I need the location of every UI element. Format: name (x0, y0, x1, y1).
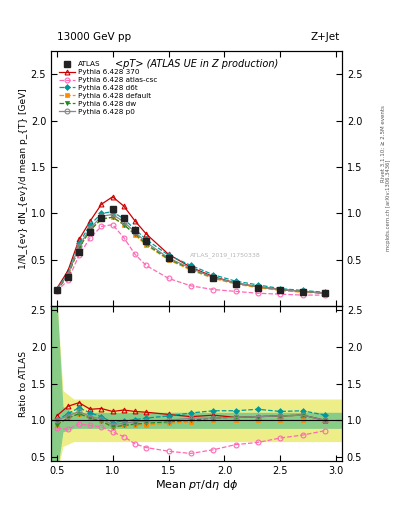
Text: Rivet 3.1.10; ≥ 2.5M events: Rivet 3.1.10; ≥ 2.5M events (381, 105, 386, 182)
Y-axis label: Ratio to ATLAS: Ratio to ATLAS (19, 351, 28, 417)
Legend: ATLAS, Pythia 6.428 370, Pythia 6.428 atlas-csc, Pythia 6.428 d6t, Pythia 6.428 : ATLAS, Pythia 6.428 370, Pythia 6.428 at… (58, 60, 159, 116)
X-axis label: Mean $p_\mathrm{T}$/d$\eta$ d$\phi$: Mean $p_\mathrm{T}$/d$\eta$ d$\phi$ (155, 478, 238, 493)
Y-axis label: 1/N_{ev} dN_{ev}/d mean p_{T} [GeV]: 1/N_{ev} dN_{ev}/d mean p_{T} [GeV] (19, 89, 28, 269)
Text: 13000 GeV pp: 13000 GeV pp (57, 32, 131, 42)
Text: Z+Jet: Z+Jet (311, 32, 340, 42)
Text: <pT> (ATLAS UE in Z production): <pT> (ATLAS UE in Z production) (115, 59, 278, 69)
Text: ATLAS_2019_I1750338: ATLAS_2019_I1750338 (190, 252, 261, 258)
Text: mcplots.cern.ch [arXiv:1306.3436]: mcplots.cern.ch [arXiv:1306.3436] (386, 159, 391, 250)
